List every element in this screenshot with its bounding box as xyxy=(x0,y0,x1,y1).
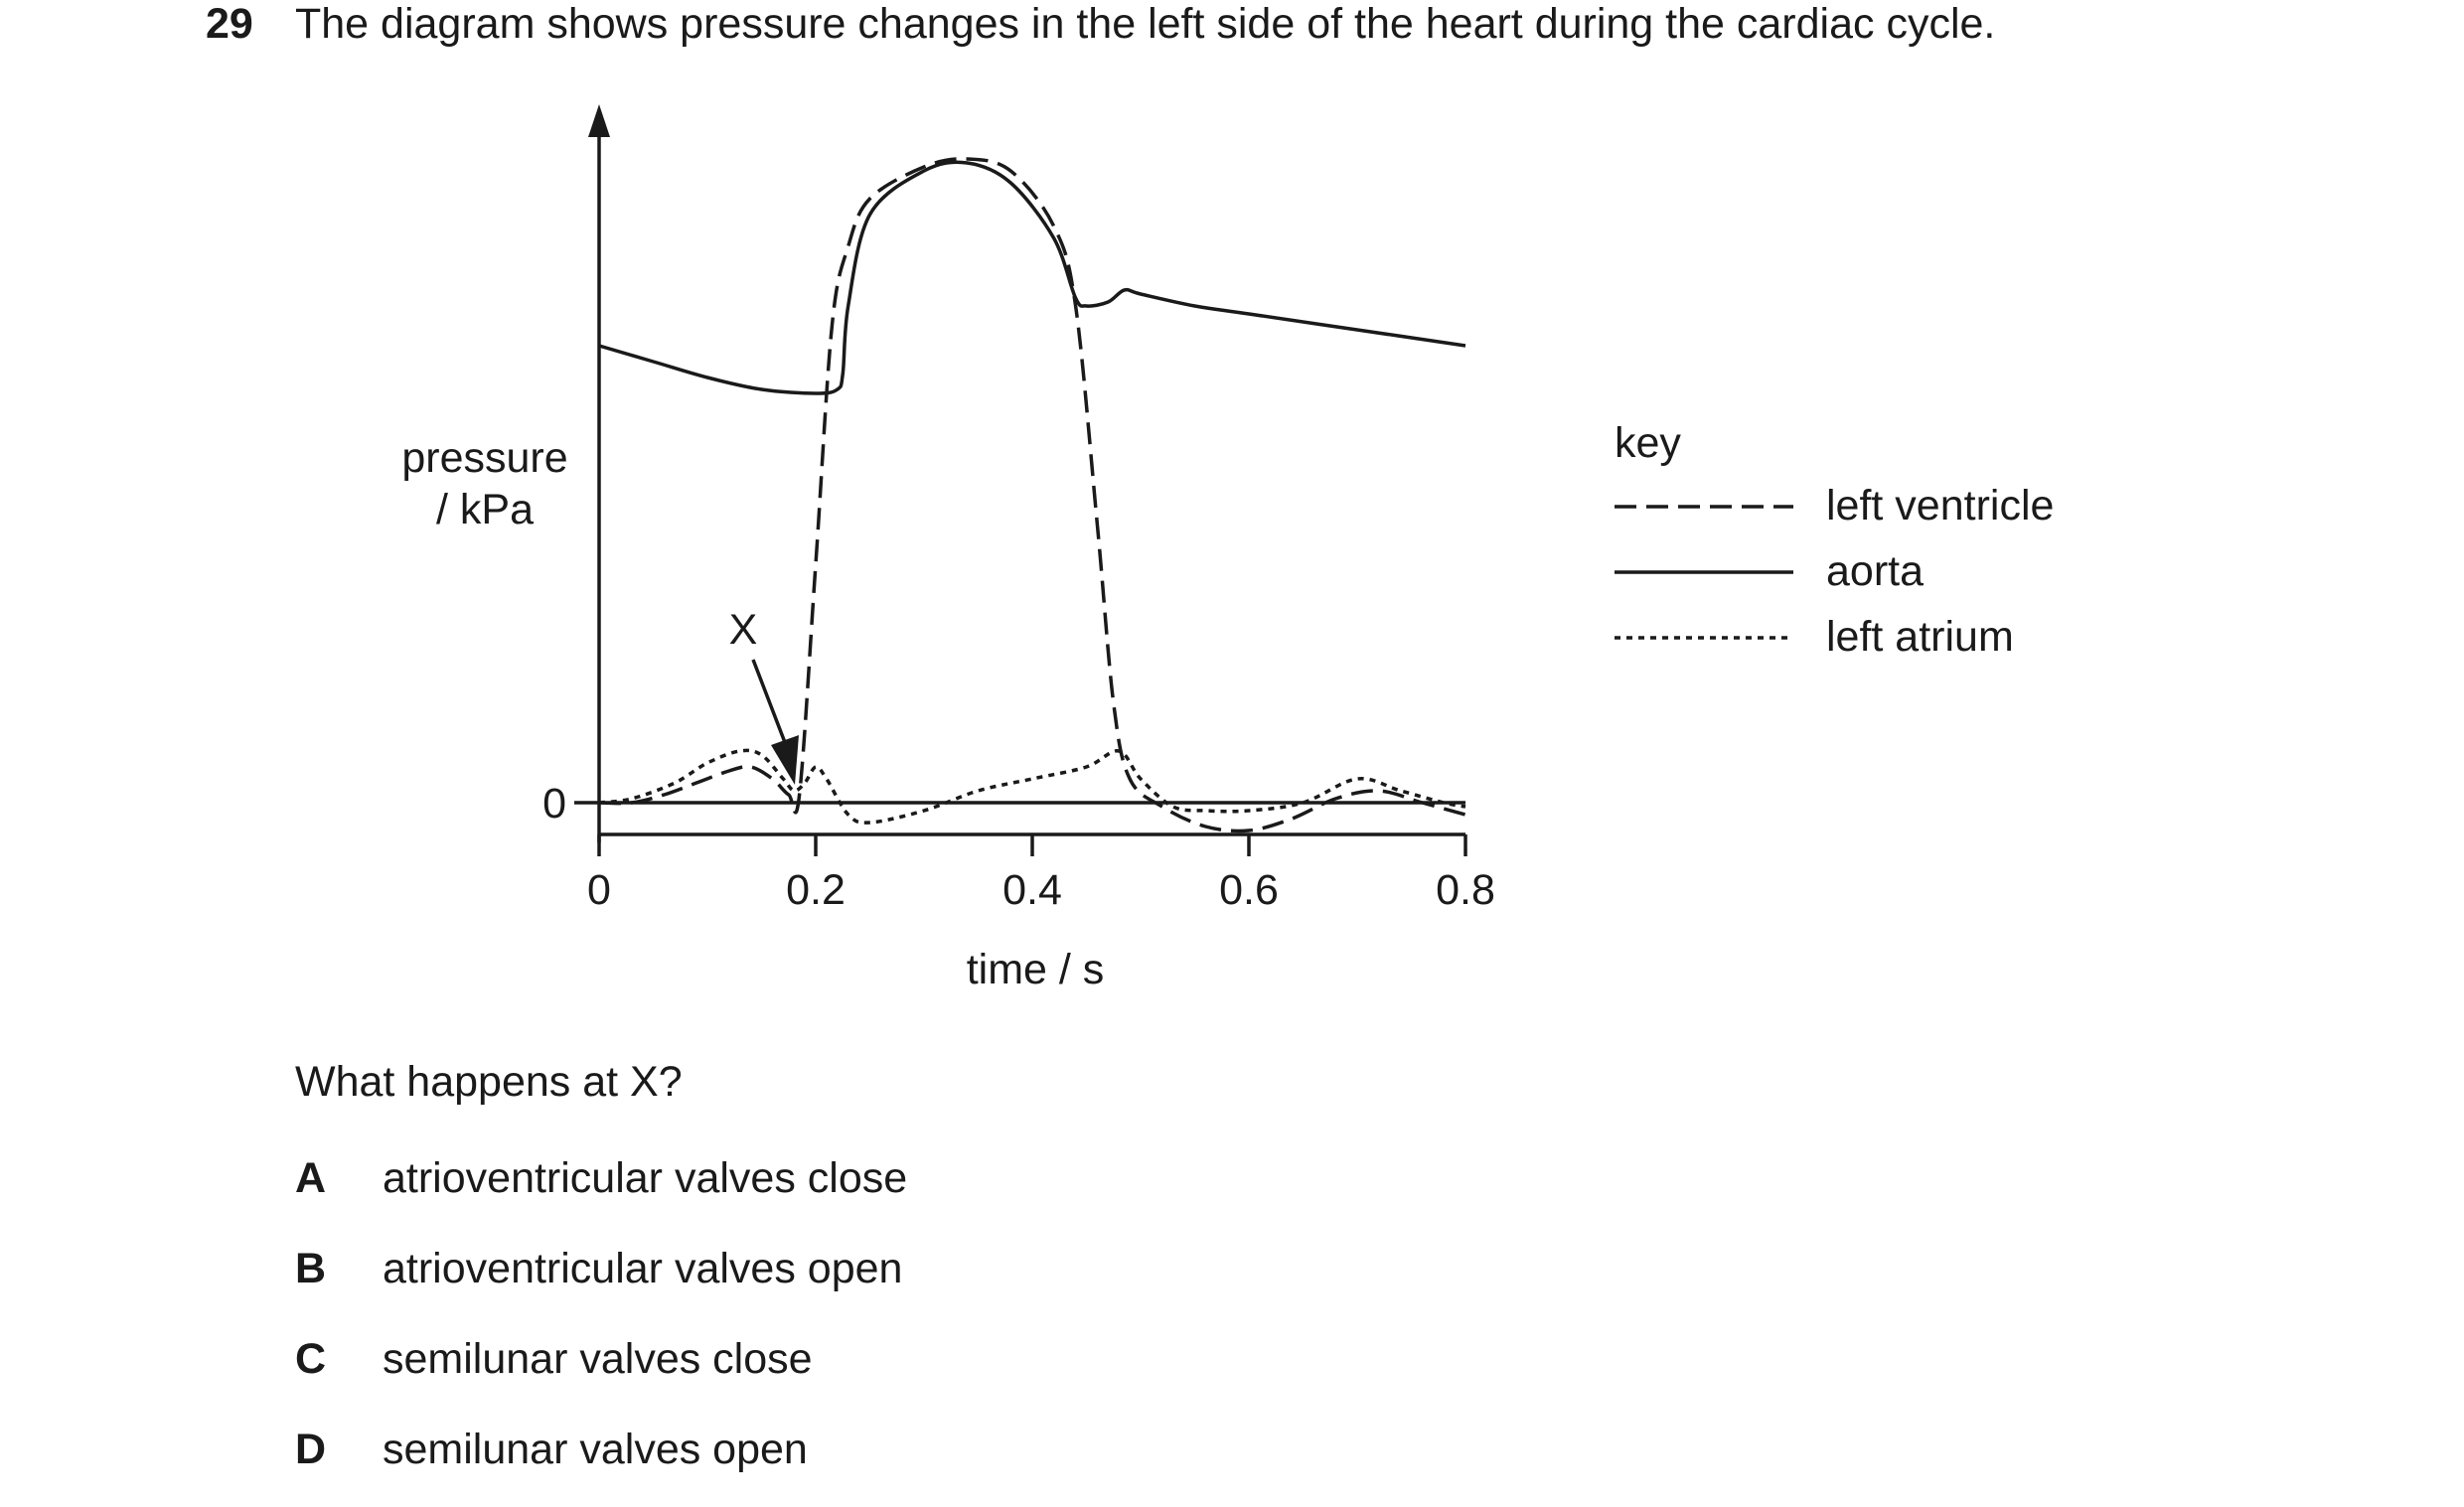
y-axis-arrowhead xyxy=(588,104,610,137)
x-tick-label: 0.6 xyxy=(1219,866,1279,914)
y-axis-label-line1: pressure xyxy=(401,434,567,482)
option-d-text: semilunar valves open xyxy=(383,1426,808,1473)
x-tick-label: 0 xyxy=(587,866,611,914)
series-line-aorta xyxy=(598,160,1466,395)
question-prompt: What happens at X? xyxy=(295,1058,683,1106)
key-label-left-atrium: left atrium xyxy=(1826,613,2014,661)
key-title: key xyxy=(1615,419,1681,467)
x-tick-label: 0.2 xyxy=(786,866,846,914)
question-number: 29 xyxy=(206,0,253,48)
option-a-letter: A xyxy=(295,1154,327,1202)
marker-x-arrowhead xyxy=(771,735,799,785)
option-c-text: semilunar valves close xyxy=(383,1335,813,1383)
marker-x-arrow xyxy=(751,659,788,746)
option-a-text: atrioventricular valves close xyxy=(383,1154,908,1202)
option-b-letter: B xyxy=(295,1245,327,1292)
key-label-left-ventricle: left ventricle xyxy=(1826,482,2054,529)
key-label-aorta: aorta xyxy=(1826,547,1924,595)
option-c-letter: C xyxy=(295,1335,327,1383)
y-tick-label-0: 0 xyxy=(542,780,566,828)
x-tick-label: 0.4 xyxy=(1002,866,1062,914)
y-axis-label-line2: / kPa xyxy=(436,486,534,533)
marker-x-label: X xyxy=(729,606,758,654)
option-d-letter: D xyxy=(295,1426,327,1473)
x-tick-label: 0.8 xyxy=(1436,866,1495,914)
x-axis-label: time / s xyxy=(967,946,1105,993)
option-b-text: atrioventricular valves open xyxy=(383,1245,903,1292)
series-line-left-atrium xyxy=(598,748,1466,825)
series-line-left-ventricle xyxy=(598,157,1466,833)
question-stem: The diagram shows pressure changes in th… xyxy=(295,0,1996,48)
